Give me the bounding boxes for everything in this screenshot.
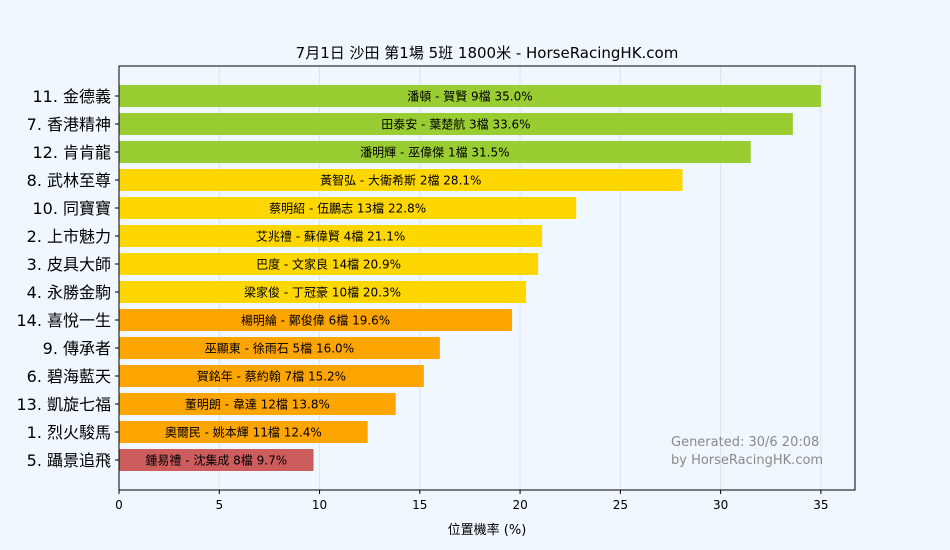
x-tick-label: 35 (813, 498, 828, 512)
bar-label: 黃智弘 - 大衛希斯 2檔 28.1% (320, 173, 481, 188)
y-tick-label: 13. 凱旋七福 (16, 395, 111, 414)
bar-label: 巫顯東 - 徐雨石 5檔 16.0% (205, 341, 354, 356)
bar-label: 田泰安 - 葉楚航 3檔 33.6% (381, 117, 530, 132)
y-tick-label: 1. 烈火駿馬 (27, 423, 111, 442)
bar (119, 449, 314, 471)
x-axis-title: 位置機率 (%) (448, 522, 527, 538)
x-tick-label: 0 (115, 498, 123, 512)
y-tick-label: 10. 同寶寶 (32, 199, 111, 218)
bar-label: 潘明輝 - 巫偉傑 1檔 31.5% (360, 146, 509, 160)
x-tick-label: 20 (512, 498, 527, 512)
y-tick-label: 7. 香港精神 (27, 115, 111, 134)
y-tick-label: 9. 傳承者 (43, 339, 111, 358)
x-tick-label: 10 (312, 498, 327, 512)
plot-frame (118, 65, 856, 491)
x-tick-labels: 0 5 10 15 20 25 30 35 (115, 490, 829, 512)
y-tick-label: 6. 碧海藍天 (27, 367, 111, 386)
x-tick-label: 30 (713, 498, 728, 512)
bar-labels: 潘頓 - 賀賢 9檔 35.0% 田泰安 - 葉楚航 3檔 33.6% 潘明輝 - … (145, 90, 532, 468)
y-tick-label: 14. 喜悅一生 (16, 311, 111, 330)
bar-label: 楊明綸 - 鄭俊偉 6檔 19.6% (241, 313, 390, 328)
y-tick-label: 11. 金德義 (32, 87, 111, 106)
bar (119, 421, 368, 443)
bar (119, 365, 424, 387)
bar (119, 113, 793, 135)
y-tick-label: 2. 上市魅力 (27, 227, 111, 246)
y-tick-label: 12. 肯肯龍 (32, 143, 111, 162)
bar (119, 85, 821, 107)
bar (119, 197, 577, 219)
bar (119, 337, 440, 359)
bar-label: 潘頓 - 賀賢 9檔 35.0% (407, 90, 532, 104)
chart-title: 7月1日 沙田 第1場 5班 1800米 - HorseRacingHK.com (296, 44, 679, 62)
bars (119, 85, 821, 471)
bar (119, 309, 513, 331)
bar (119, 169, 683, 191)
x-tick-label: 25 (613, 498, 628, 512)
bar (119, 253, 539, 275)
bar (119, 141, 751, 163)
y-tick-label: 8. 武林至尊 (27, 171, 111, 190)
y-tick-label: 3. 皮具大師 (27, 255, 111, 274)
bar (119, 281, 527, 303)
x-tick-label: 15 (412, 498, 427, 512)
bar-label: 董明朗 - 韋達 12檔 13.8% (185, 398, 330, 412)
bar-label: 賀銘年 - 蔡約翰 7檔 15.2% (197, 369, 346, 384)
bar-label: 蔡明紹 - 伍鵬志 13檔 22.8% (269, 202, 426, 216)
bar (119, 393, 396, 415)
bar-label: 艾兆禮 - 蘇偉賢 4檔 21.1% (256, 230, 405, 244)
y-tick-label: 5. 躡景追飛 (27, 451, 111, 470)
y-tick-label: 4. 永勝金駒 (27, 283, 111, 302)
watermark-generated: Generated: 30/6 20:08 (671, 435, 819, 450)
bar-label: 梁家俊 - 丁冠豪 10檔 20.3% (244, 285, 401, 300)
x-tick-label: 5 (215, 498, 223, 512)
bar (119, 225, 543, 247)
bar-label: 奧爾民 - 姚本輝 11檔 12.4% (165, 426, 322, 440)
bar-label: 鍾易禮 - 沈集成 8檔 9.7% (145, 453, 287, 468)
y-tick-labels: 11. 金德義 7. 香港精神 12. 肯肯龍 8. 武林至尊 10. 同寶寶 2. 上市… (16, 87, 119, 470)
watermark-site: by HorseRacingHK.com (671, 453, 823, 468)
bar-label: 巴度 - 文家良 14檔 20.9% (256, 257, 401, 272)
